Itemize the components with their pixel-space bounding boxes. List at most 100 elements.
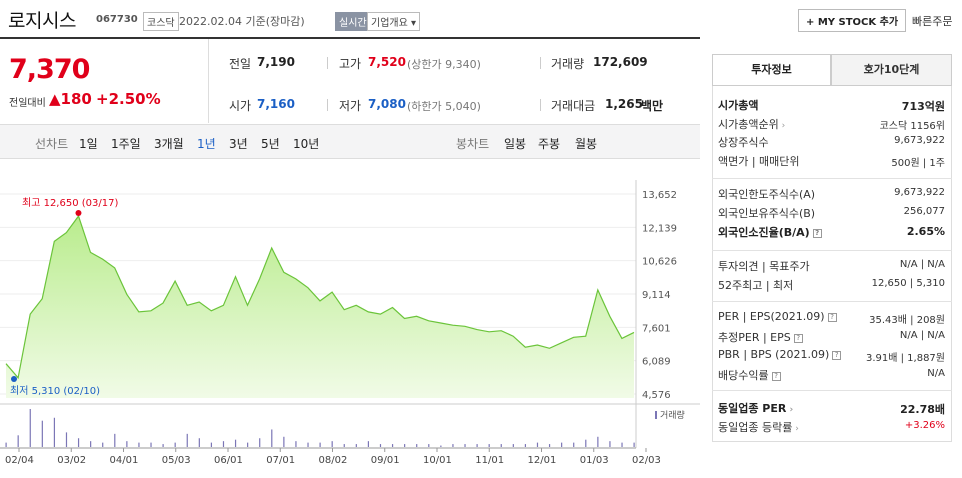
- tab-order-book[interactable]: 호가10단계: [863, 63, 920, 76]
- high-value: 7,520: [368, 55, 406, 69]
- help-icon[interactable]: ?: [827, 312, 837, 322]
- range-1y[interactable]: 1년: [197, 137, 216, 151]
- chevron-right-icon[interactable]: ›: [792, 424, 799, 434]
- high-label: 고가: [339, 57, 362, 71]
- help-icon[interactable]: ?: [793, 333, 803, 343]
- info-label-text: 시가총액: [718, 99, 759, 112]
- volume-bar: [210, 442, 213, 447]
- panel-divider: [712, 390, 952, 391]
- info-label[interactable]: 외국인소진율(B/A)?: [718, 224, 822, 240]
- range-1d[interactable]: 1일: [79, 137, 98, 151]
- volume-bar: [404, 444, 406, 447]
- volume-bar: [53, 417, 56, 447]
- x-tick-label: 02/03: [632, 455, 661, 466]
- candle-daily[interactable]: 일봉: [504, 137, 527, 151]
- y-tick-label: 9,114: [642, 290, 671, 301]
- info-value: 9,673,922: [894, 135, 945, 146]
- range-1w[interactable]: 1주일: [111, 137, 141, 151]
- volume-bar: [162, 444, 164, 447]
- help-icon[interactable]: ?: [832, 350, 842, 360]
- volume-bar: [41, 420, 43, 447]
- info-label: 외국인보유주식수(B): [718, 205, 815, 221]
- volume-bar: [355, 444, 357, 447]
- volume-bar: [331, 441, 333, 447]
- quick-order-link[interactable]: 빠른주문: [912, 15, 953, 28]
- range-5y[interactable]: 5년: [261, 137, 280, 151]
- candle-weekly[interactable]: 주봉: [538, 137, 561, 151]
- low-value: 7,080: [368, 97, 406, 111]
- info-label[interactable]: 배당수익률?: [718, 367, 781, 383]
- volume-bar: [138, 442, 140, 447]
- info-label: 52주최고 | 최저: [718, 277, 793, 293]
- volume-bar: [343, 444, 345, 447]
- realtime-badge[interactable]: 실시간: [335, 12, 371, 31]
- info-label: 시가총액: [718, 97, 758, 113]
- chevron-right-icon[interactable]: ›: [786, 405, 794, 415]
- tab-invest-info[interactable]: 투자정보: [751, 63, 792, 76]
- x-tick-label: 04/01: [110, 455, 139, 466]
- info-label: 상장주식수: [718, 134, 769, 150]
- info-label[interactable]: 동일업종 PER ›: [718, 400, 793, 416]
- info-value: 9,673,922: [894, 187, 945, 198]
- volume-bar: [428, 444, 430, 447]
- volume-bar: [247, 442, 249, 447]
- volume-bar: [29, 409, 31, 447]
- volume-bar: [114, 433, 116, 447]
- tab-invest-box[interactable]: [712, 54, 831, 86]
- info-value: 코스닥 1156위: [879, 120, 945, 132]
- volume-bar: [561, 442, 563, 447]
- y-tick-label: 4,576: [642, 390, 671, 401]
- prev-value: 7,190: [257, 55, 295, 69]
- info-label: 투자의견 | 목표주가: [718, 258, 810, 274]
- info-label[interactable]: 시가총액순위 ›: [718, 116, 785, 132]
- info-label-text: 상장주식수: [718, 136, 769, 149]
- low-label: 저가: [339, 99, 362, 113]
- x-tick-label: 02/04: [5, 455, 34, 466]
- help-icon[interactable]: ?: [771, 371, 781, 381]
- header-divider: [0, 37, 700, 39]
- info-label-text: 동일업종 등락률: [718, 421, 793, 434]
- volume-bar: [464, 444, 466, 447]
- range-3y[interactable]: 3년: [229, 137, 248, 151]
- y-tick-label: 6,089: [642, 357, 671, 368]
- low-marker: [11, 376, 17, 382]
- y-tick-label: 7,601: [642, 323, 671, 334]
- volume-bar: [174, 442, 176, 447]
- volume-value: 172,609: [593, 55, 648, 69]
- volume-bar: [198, 438, 200, 447]
- info-label-text: 외국인소진율(B/A): [718, 226, 810, 239]
- price-line: [5, 214, 635, 380]
- volume-bar: [391, 444, 394, 447]
- volume-legend-swatch: [655, 411, 657, 419]
- info-label[interactable]: PER | EPS(2021.09)?: [718, 310, 837, 323]
- info-label-text: 외국인보유주식수(B): [718, 207, 816, 220]
- volume-bar: [416, 444, 418, 447]
- help-icon[interactable]: ?: [812, 228, 822, 238]
- info-label[interactable]: PBR | BPS (2021.09)?: [718, 348, 842, 361]
- x-tick-label: 01/03: [580, 455, 609, 466]
- range-3m[interactable]: 3개월: [154, 137, 184, 151]
- range-10y[interactable]: 10년: [293, 137, 320, 151]
- info-value: 22.78배: [900, 403, 945, 416]
- price-chart[interactable]: 13,652 12,139 10,626 9,114 7,601 6,089 4,576 0…: [0, 160, 700, 478]
- volume-bar: [440, 445, 442, 447]
- company-overview-dropdown[interactable]: 기업개요 ▾: [367, 12, 420, 31]
- add-mystock-button[interactable]: + MY STOCK 추가: [798, 9, 907, 32]
- x-tick-label: 11/01: [475, 455, 504, 466]
- volume-bar: [65, 432, 68, 447]
- volume-bar: [234, 439, 237, 447]
- volume-bar: [102, 442, 104, 447]
- candle-monthly[interactable]: 월봉: [575, 137, 598, 151]
- volume-bar: [452, 444, 454, 447]
- info-label[interactable]: 동일업종 등락률 ›: [718, 419, 799, 435]
- volume-bar: [488, 444, 490, 447]
- tab-order-box[interactable]: [831, 54, 952, 86]
- volume-bar: [524, 444, 527, 447]
- volume-bar: [476, 444, 478, 447]
- volume-bar: [283, 436, 285, 447]
- prev-label: 전일: [229, 57, 252, 71]
- chevron-right-icon[interactable]: ›: [778, 120, 786, 131]
- info-label[interactable]: 추정PER | EPS?: [718, 329, 803, 345]
- invest-info-panel: [712, 86, 952, 442]
- divider: [208, 39, 209, 123]
